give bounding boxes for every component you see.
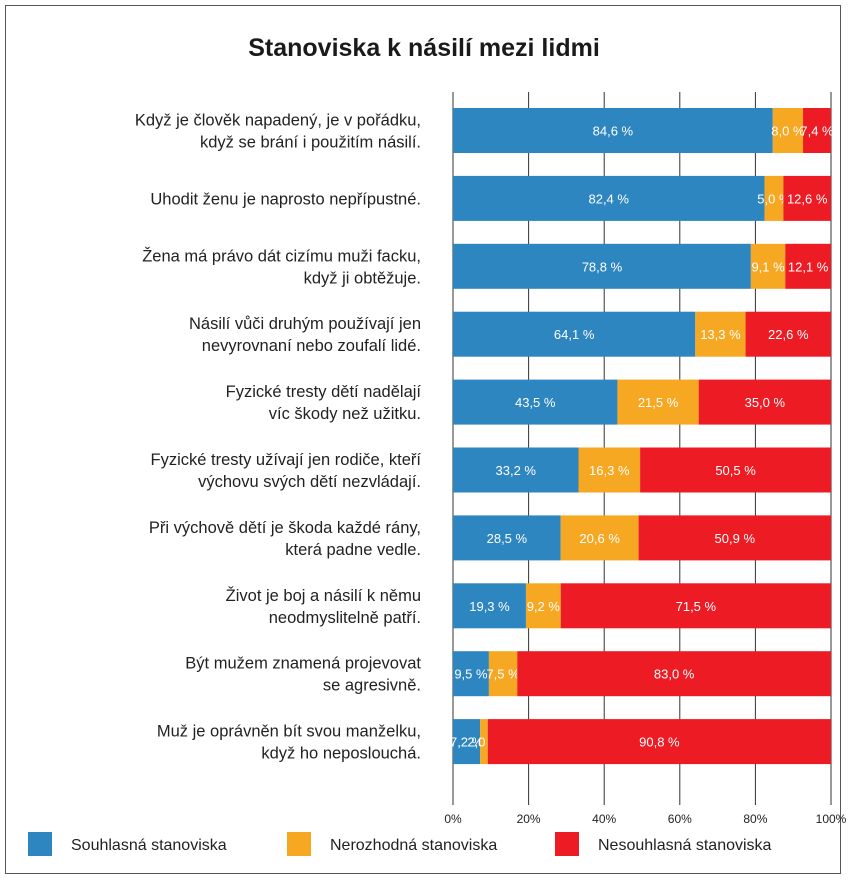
bar-segment-2-3 — [783, 175, 831, 221]
value-label-4-2: 13,3 % — [700, 327, 741, 342]
category-label-5-line-2: víc škody než užitku. — [269, 405, 421, 423]
value-label-5-3: 35,0 % — [745, 395, 786, 410]
value-label-8-2: 9,2 % — [527, 599, 561, 614]
legend-swatch-1 — [28, 832, 52, 856]
category-label-9-line-2: se agresivně. — [323, 677, 421, 695]
bar-segment-7-1 — [453, 515, 561, 561]
category-label-1-line-1: Když je člověk napadený, je v pořádku, — [135, 112, 421, 130]
category-label-6-line-2: výchovu svých dětí nezvládají. — [198, 473, 421, 491]
category-label-4-line-2: nevyrovnaní nebo zoufalí lidé. — [202, 337, 421, 355]
category-label-8-line-1: Život je boj a násilí k němu — [226, 586, 421, 605]
bar-segment-3-2 — [750, 243, 786, 289]
value-label-3-1: 78,8 % — [582, 259, 623, 274]
bar-segment-5-3 — [698, 379, 831, 425]
value-label-8-3: 71,5 % — [676, 599, 717, 614]
legend-label-2: Nerozhodná stanoviska — [330, 837, 497, 854]
value-label-8-1: 19,3 % — [469, 599, 510, 614]
x-tick-label-80: 80% — [743, 812, 767, 826]
bar-segment-8-2 — [525, 583, 561, 629]
value-label-6-3: 50,5 % — [715, 463, 756, 478]
bar-segment-1-3 — [803, 108, 831, 153]
bar-segment-5-2 — [617, 379, 699, 425]
bar-segment-8-1 — [453, 583, 526, 629]
x-tick-label-20: 20% — [517, 812, 541, 826]
value-label-7-1: 28,5 % — [487, 531, 528, 546]
x-tick-label-40: 40% — [592, 812, 616, 826]
bar-segment-9-3 — [517, 651, 831, 697]
category-label-10-line-2: když ho neposlouchá. — [261, 745, 421, 763]
bar-segment-7-2 — [560, 515, 639, 561]
bar-segment-2-1 — [453, 175, 765, 221]
bar-segment-5-1 — [453, 379, 618, 425]
value-label-9-2: 7,5 % — [486, 667, 520, 682]
value-label-7-3: 50,9 % — [715, 531, 756, 546]
value-label-1-3: 7,4 % — [800, 124, 834, 139]
value-label-3-3: 12,1 % — [788, 259, 829, 274]
legend-label-3: Nesouhlasná stanoviska — [598, 837, 772, 854]
value-label-6-1: 33,2 % — [496, 463, 537, 478]
category-label-2-line-1: Uhodit ženu je naprosto nepřípustné. — [150, 190, 421, 208]
category-label-1-line-2: když se brání i použitím násilí. — [200, 134, 421, 152]
bar-segment-4-3 — [745, 311, 831, 357]
value-label-10-3: 90,8 % — [639, 735, 680, 750]
bar-segment-1-2 — [772, 108, 804, 153]
category-label-7-line-1: Při výchově dětí je škoda každé rány, — [149, 519, 421, 537]
bar-segment-9-1 — [453, 651, 489, 697]
bar-segment-1-1 — [453, 108, 773, 153]
bar-segment-7-3 — [638, 515, 831, 561]
bar-segment-6-1 — [453, 447, 579, 493]
value-label-5-1: 43,5 % — [515, 395, 556, 410]
value-label-9-1: 9,5 % — [454, 667, 488, 682]
bar-segment-6-3 — [640, 447, 831, 493]
legend-label-1: Souhlasná stanoviska — [71, 837, 227, 854]
category-label-10-line-1: Muž je oprávněn bít svou manželku, — [157, 723, 421, 741]
bar-segment-4-1 — [453, 311, 696, 357]
bar-segment-10-2 — [480, 719, 488, 765]
value-label-2-3: 12,6 % — [787, 191, 828, 206]
value-label-5-2: 21,5 % — [638, 395, 679, 410]
value-label-4-3: 22,6 % — [768, 327, 809, 342]
chart-title: Stanoviska k násilí mezi lidmi — [248, 34, 600, 62]
bar-segment-3-3 — [785, 243, 831, 289]
bar-segment-8-3 — [560, 583, 831, 629]
bar-segment-4-2 — [695, 311, 746, 357]
bar-segment-10-3 — [487, 719, 831, 765]
value-label-3-2: 9,1 % — [751, 259, 785, 274]
x-tick-label-100: 100% — [816, 812, 847, 826]
category-label-5-line-1: Fyzické tresty dětí nadělají — [226, 383, 422, 401]
value-label-2-1: 82,4 % — [588, 191, 629, 206]
legend-swatch-2 — [287, 832, 311, 856]
bar-segment-10-1 — [453, 719, 481, 765]
category-label-4-line-1: Násilí vůči druhým používají jen — [189, 315, 421, 333]
category-label-8-line-2: neodmyslitelně patří. — [269, 609, 421, 627]
value-label-1-2: 8,0 % — [771, 124, 805, 139]
x-tick-label-60: 60% — [668, 812, 692, 826]
value-label-9-3: 83,0 % — [654, 667, 695, 682]
x-tick-label-0: 0% — [444, 812, 462, 826]
value-label-2-2: 5,0 % — [757, 191, 791, 206]
category-label-9-line-1: Být mužem znamená projevovat — [185, 655, 421, 673]
category-label-6-line-1: Fyzické tresty užívají jen rodiče, kteří — [150, 451, 421, 469]
value-label-7-2: 20,6 % — [579, 531, 620, 546]
value-label-1-1: 84,6 % — [593, 124, 634, 139]
category-label-7-line-2: která padne vedle. — [285, 541, 421, 559]
category-label-3-line-1: Žena má právo dát cizímu muži facku, — [142, 246, 421, 265]
value-label-4-1: 64,1 % — [554, 327, 595, 342]
category-label-3-line-2: když ji obtěžuje. — [304, 269, 421, 287]
value-label-10-1: 7,2 % — [450, 735, 484, 750]
bar-segment-6-2 — [578, 447, 641, 493]
bar-segment-9-2 — [488, 651, 518, 697]
bar-segment-3-1 — [453, 243, 751, 289]
bar-segment-2-2 — [764, 175, 784, 221]
value-label-6-2: 16,3 % — [589, 463, 630, 478]
legend-swatch-3 — [555, 832, 579, 856]
